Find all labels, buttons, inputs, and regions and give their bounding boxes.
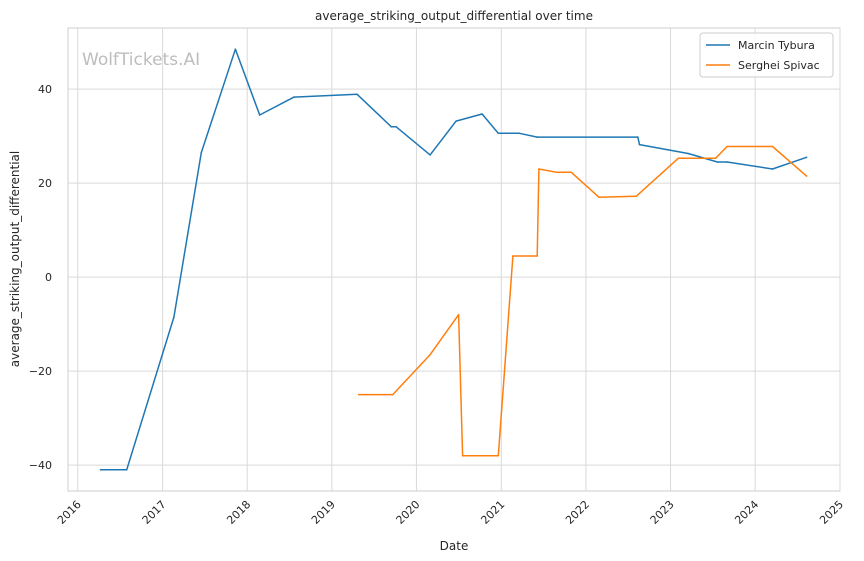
data-point-marcin-tybura (390, 125, 393, 128)
data-point-serghei-spivac (461, 454, 464, 457)
data-point-serghei-spivac (392, 393, 394, 396)
data-point-marcin-tybura (293, 96, 295, 98)
data-point-serghei-spivac (598, 196, 600, 198)
series-layer (99, 48, 808, 471)
legend-label-serghei-spivac: Serghei Spivac (738, 59, 820, 72)
data-point-serghei-spivac (512, 255, 514, 257)
data-point-marcin-tybura (771, 168, 774, 170)
data-point-marcin-tybura (726, 161, 728, 163)
y-tick-label: 40 (38, 83, 52, 96)
y-axis-ticks: −40 −20 0 20 40 (29, 83, 52, 472)
data-point-marcin-tybura (637, 136, 639, 138)
data-point-serghei-spivac (536, 255, 538, 257)
data-point-marcin-tybura (99, 469, 102, 471)
data-point-serghei-spivac (771, 145, 774, 148)
plot-area (67, 27, 841, 492)
data-point-marcin-tybura (536, 136, 538, 138)
x-axis-label: Date (440, 539, 469, 553)
chart-title: average_striking_output_differential ove… (315, 9, 593, 23)
data-point-serghei-spivac (805, 175, 808, 177)
legend: Marcin Tybura Serghei Spivac (699, 32, 834, 78)
data-point-serghei-spivac (497, 454, 500, 457)
data-point-marcin-tybura (455, 120, 457, 122)
data-point-marcin-tybura (716, 161, 719, 163)
y-axis-label: average_striking_output_differential (8, 151, 22, 367)
legend-box (699, 32, 834, 78)
data-point-marcin-tybura (638, 143, 641, 146)
data-point-serghei-spivac (429, 353, 431, 356)
y-tick-label: −40 (29, 459, 52, 472)
data-point-serghei-spivac (570, 171, 573, 174)
grid (68, 28, 841, 491)
data-point-marcin-tybura (497, 132, 500, 135)
data-point-marcin-tybura (234, 48, 237, 50)
data-point-serghei-spivac (714, 157, 717, 159)
data-point-marcin-tybura (258, 114, 261, 116)
y-tick-label: 20 (38, 177, 52, 190)
data-point-marcin-tybura (200, 151, 203, 154)
data-point-marcin-tybura (173, 316, 175, 318)
y-tick-label: −20 (29, 365, 52, 378)
data-point-marcin-tybura (805, 156, 808, 159)
series-line-serghei-spivac (358, 145, 808, 457)
data-point-marcin-tybura (687, 152, 689, 155)
watermark: WolfTickets.AI (82, 50, 200, 70)
data-point-serghei-spivac (635, 195, 637, 198)
data-point-serghei-spivac (538, 168, 540, 170)
data-point-serghei-spivac (726, 145, 728, 148)
data-point-marcin-tybura (518, 132, 521, 135)
data-point-serghei-spivac (555, 171, 558, 174)
legend-label-marcin-tybura: Marcin Tybura (738, 39, 815, 52)
data-point-marcin-tybura (356, 93, 358, 96)
data-point-marcin-tybura (395, 125, 397, 128)
data-point-serghei-spivac (357, 393, 360, 396)
data-point-serghei-spivac (457, 313, 460, 316)
data-point-marcin-tybura (125, 469, 128, 471)
data-point-marcin-tybura (429, 154, 431, 156)
data-point-serghei-spivac (677, 157, 680, 159)
y-tick-label: 0 (45, 271, 52, 284)
data-point-marcin-tybura (481, 113, 483, 115)
